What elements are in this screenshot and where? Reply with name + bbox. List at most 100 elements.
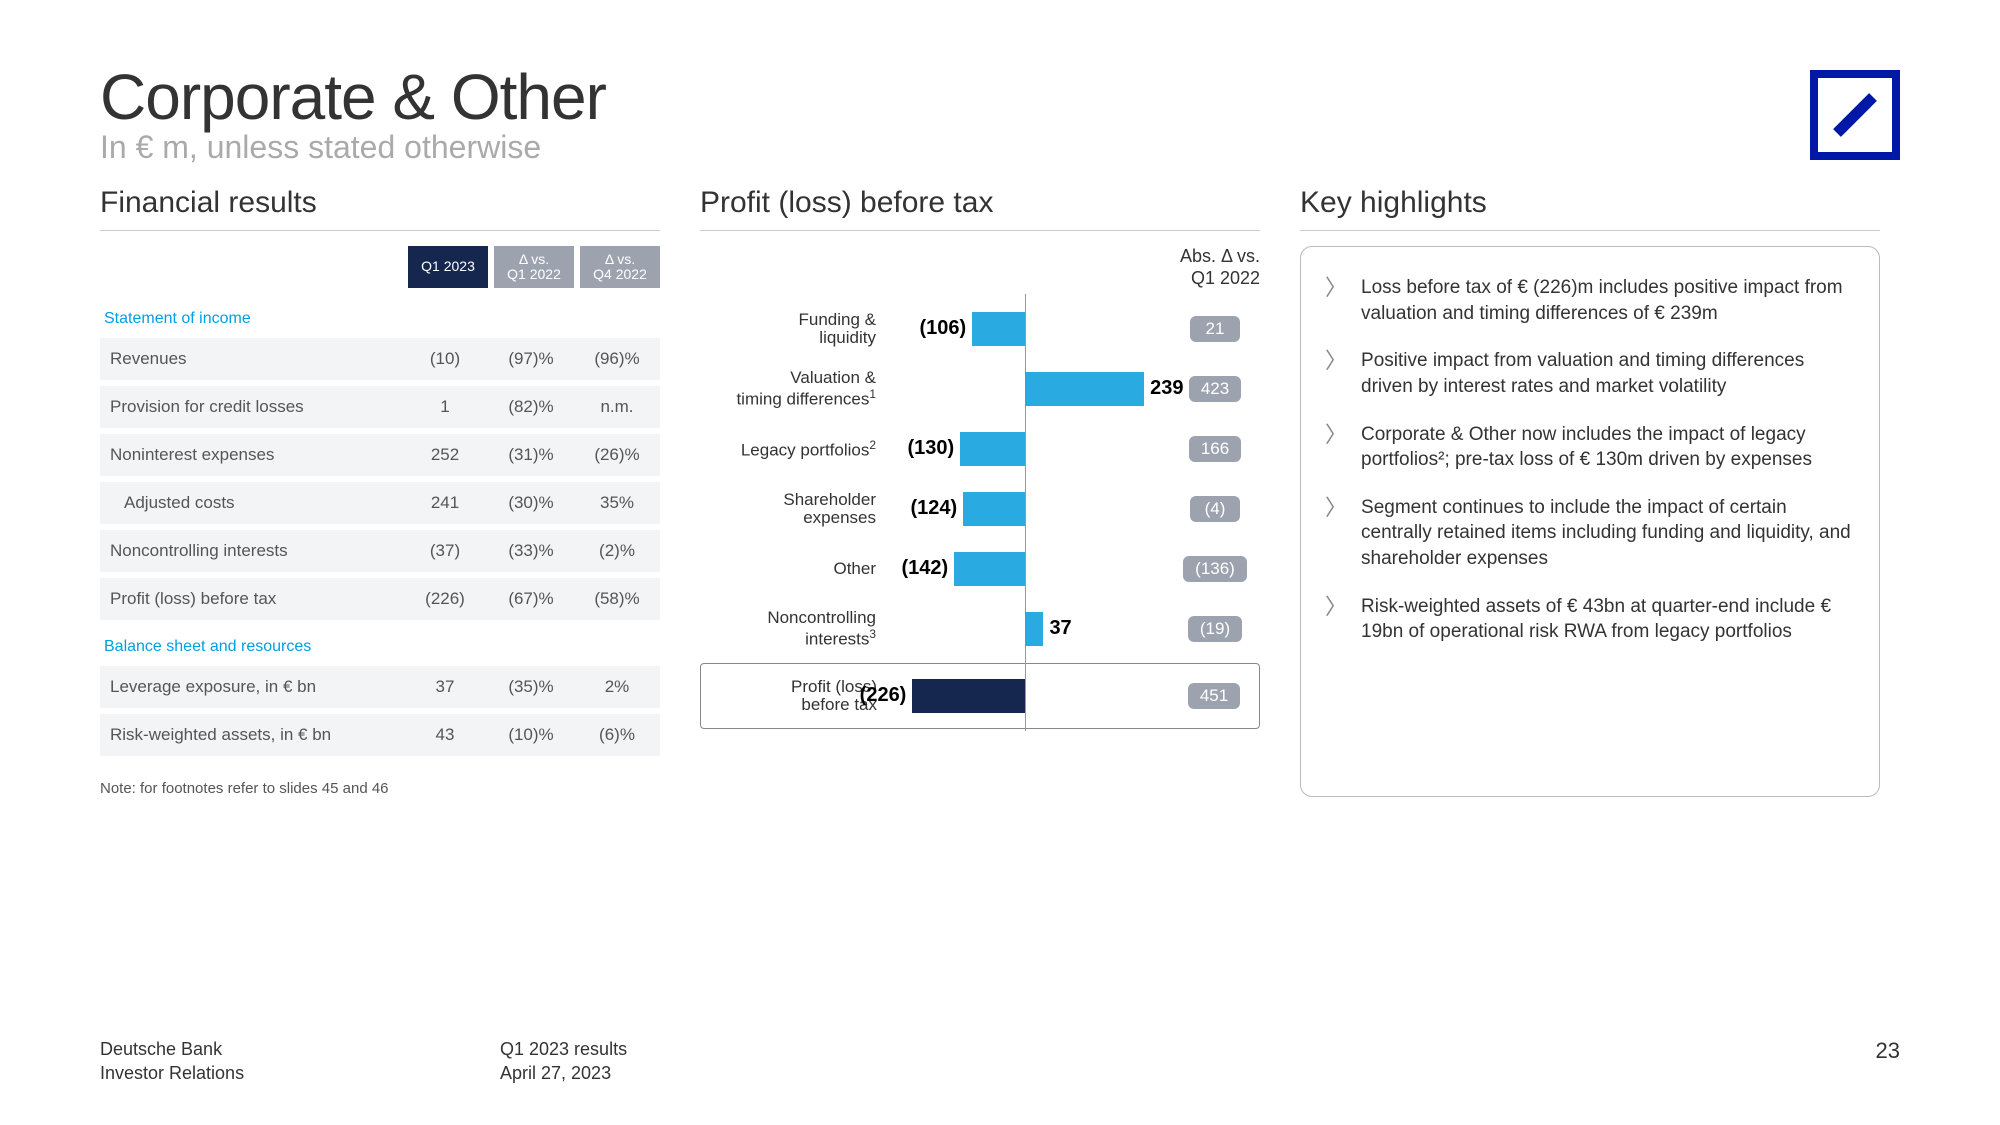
row-label: Revenues xyxy=(100,349,402,369)
cell-v0: (226) xyxy=(402,589,488,609)
cell-v2: (2)% xyxy=(574,541,660,561)
cell-v0: 1 xyxy=(402,397,488,417)
table-row: Leverage exposure, in € bn37(35)%2% xyxy=(100,666,660,708)
bullet-icon: 〉 xyxy=(1325,350,1347,399)
bar-value: 239 xyxy=(1150,377,1183,400)
cell-v1: (30)% xyxy=(488,493,574,513)
bar-value: (142) xyxy=(902,557,949,580)
bar-value: (226) xyxy=(860,684,907,707)
table-row: Revenues(10)(97)%(96)% xyxy=(100,338,660,380)
bar-label: Profit (loss)before tax xyxy=(701,678,881,715)
delta-badge: 166 xyxy=(1189,436,1241,462)
chart-row: Profit (loss)before tax(226)451 xyxy=(701,666,1259,726)
bar-zone: (142) xyxy=(880,539,1170,599)
chart-row: Funding &liquidity(106)21 xyxy=(700,299,1260,359)
row-label: Leverage exposure, in € bn xyxy=(100,677,402,697)
cell-v2: n.m. xyxy=(574,397,660,417)
balance-sheet-label: Balance sheet and resources xyxy=(104,638,660,656)
table-row: Risk-weighted assets, in € bn43(10)%(6)% xyxy=(100,714,660,756)
bar-zone: (130) xyxy=(880,419,1170,479)
bar-zone: (226) xyxy=(881,666,1169,726)
cell-v2: (26)% xyxy=(574,445,660,465)
cell-v2: 2% xyxy=(574,677,660,697)
cell-v0: 252 xyxy=(402,445,488,465)
highlight-item: 〉 Risk-weighted assets of € 43bn at quart… xyxy=(1325,594,1855,645)
highlight-item: 〉 Corporate & Other now includes the impa… xyxy=(1325,422,1855,473)
page-subtitle: In € m, unless stated otherwise xyxy=(100,129,1900,166)
chart-row: Shareholderexpenses (124) (4) xyxy=(700,479,1260,539)
footer-report: Q1 2023 results xyxy=(500,1038,627,1061)
cell-v1: (10)% xyxy=(488,725,574,745)
bar xyxy=(960,432,1025,466)
highlight-text: Loss before tax of € (226)m includes pos… xyxy=(1361,275,1855,326)
table-row: Noncontrolling interests(37)(33)%(2)% xyxy=(100,530,660,572)
financial-results-title: Financial results xyxy=(100,186,660,231)
cell-v2: (6)% xyxy=(574,725,660,745)
bullet-icon: 〉 xyxy=(1325,424,1347,473)
row-label: Adjusted costs xyxy=(100,493,402,513)
highlight-text: Risk-weighted assets of € 43bn at quarte… xyxy=(1361,594,1855,645)
page-title: Corporate & Other xyxy=(100,60,1900,134)
chart-caption: Abs. Δ vs.Q1 2022 xyxy=(700,246,1260,289)
bar-value: (130) xyxy=(908,437,955,460)
cell-v1: (97)% xyxy=(488,349,574,369)
cell-v0: 37 xyxy=(402,677,488,697)
bar-label: Funding &liquidity xyxy=(700,311,880,348)
row-label: Profit (loss) before tax xyxy=(100,589,402,609)
bar xyxy=(912,679,1025,713)
statement-of-income-label: Statement of income xyxy=(104,310,660,328)
bar-zone: 239 xyxy=(880,359,1170,419)
row-label: Noninterest expenses xyxy=(100,445,402,465)
chart-row: Legacy portfolios2 (130) 166 xyxy=(700,419,1260,479)
page-number: 23 xyxy=(1876,1038,1900,1085)
table-header: Q1 2023 Δ vs.Q1 2022 Δ vs.Q4 2022 xyxy=(100,246,660,288)
cell-v1: (33)% xyxy=(488,541,574,561)
bullet-icon: 〉 xyxy=(1325,277,1347,326)
highlight-text: Segment continues to include the impact … xyxy=(1361,495,1855,572)
bar-value: (124) xyxy=(911,497,958,520)
delta-badge: (4) xyxy=(1190,496,1240,522)
db-logo-icon xyxy=(1810,70,1900,160)
chart-row: Other (142) (136) xyxy=(700,539,1260,599)
footer-date: April 27, 2023 xyxy=(500,1062,627,1085)
bar-label: Noncontrollinginterests3 xyxy=(700,609,880,649)
bar xyxy=(972,312,1025,346)
footer: Deutsche Bank Investor Relations Q1 2023… xyxy=(100,1038,1900,1085)
highlight-text: Corporate & Other now includes the impac… xyxy=(1361,422,1855,473)
delta-badge: (19) xyxy=(1188,616,1242,642)
bar-label: Legacy portfolios2 xyxy=(700,439,880,460)
highlights-box: 〉 Loss before tax of € (226)m includes po… xyxy=(1300,246,1880,797)
bar-value: (106) xyxy=(919,317,966,340)
bar xyxy=(954,552,1025,586)
row-label: Noncontrolling interests xyxy=(100,541,402,561)
highlight-item: 〉 Loss before tax of € (226)m includes po… xyxy=(1325,275,1855,326)
col-delta-q1-2022: Δ vs.Q1 2022 xyxy=(494,246,574,288)
highlight-item: 〉Segment continues to include the impact… xyxy=(1325,495,1855,572)
cell-v2: (58)% xyxy=(574,589,660,609)
row-label: Provision for credit losses xyxy=(100,397,402,417)
delta-badge: (136) xyxy=(1183,556,1247,582)
cell-v1: (67)% xyxy=(488,589,574,609)
highlight-item: 〉 Positive impact from valuation and timi… xyxy=(1325,348,1855,399)
bullet-icon: 〉 xyxy=(1325,596,1347,645)
footer-company: Deutsche Bank xyxy=(100,1038,500,1061)
chart-row: Valuation &timing differences1239423 xyxy=(700,359,1260,419)
cell-v0: 43 xyxy=(402,725,488,745)
bar-label: Other xyxy=(700,560,880,579)
chart-row: Noncontrollinginterests3 37 (19) xyxy=(700,599,1260,659)
cell-v0: 241 xyxy=(402,493,488,513)
bar-value: 37 xyxy=(1049,617,1071,640)
cell-v1: (35)% xyxy=(488,677,574,697)
bar-label: Shareholderexpenses xyxy=(700,491,880,528)
footer-dept: Investor Relations xyxy=(100,1062,500,1085)
bar-zone: (124) xyxy=(880,479,1170,539)
col-q1-2023: Q1 2023 xyxy=(408,246,488,288)
delta-badge: 423 xyxy=(1189,376,1241,402)
bar xyxy=(1025,372,1144,406)
footnote: Note: for footnotes refer to slides 45 a… xyxy=(100,780,660,797)
highlight-text: Positive impact from valuation and timin… xyxy=(1361,348,1855,399)
bullet-icon: 〉 xyxy=(1325,497,1347,572)
table-row: Adjusted costs241(30)%35% xyxy=(100,482,660,524)
table-row: Provision for credit losses1(82)%n.m. xyxy=(100,386,660,428)
cell-v2: (96)% xyxy=(574,349,660,369)
